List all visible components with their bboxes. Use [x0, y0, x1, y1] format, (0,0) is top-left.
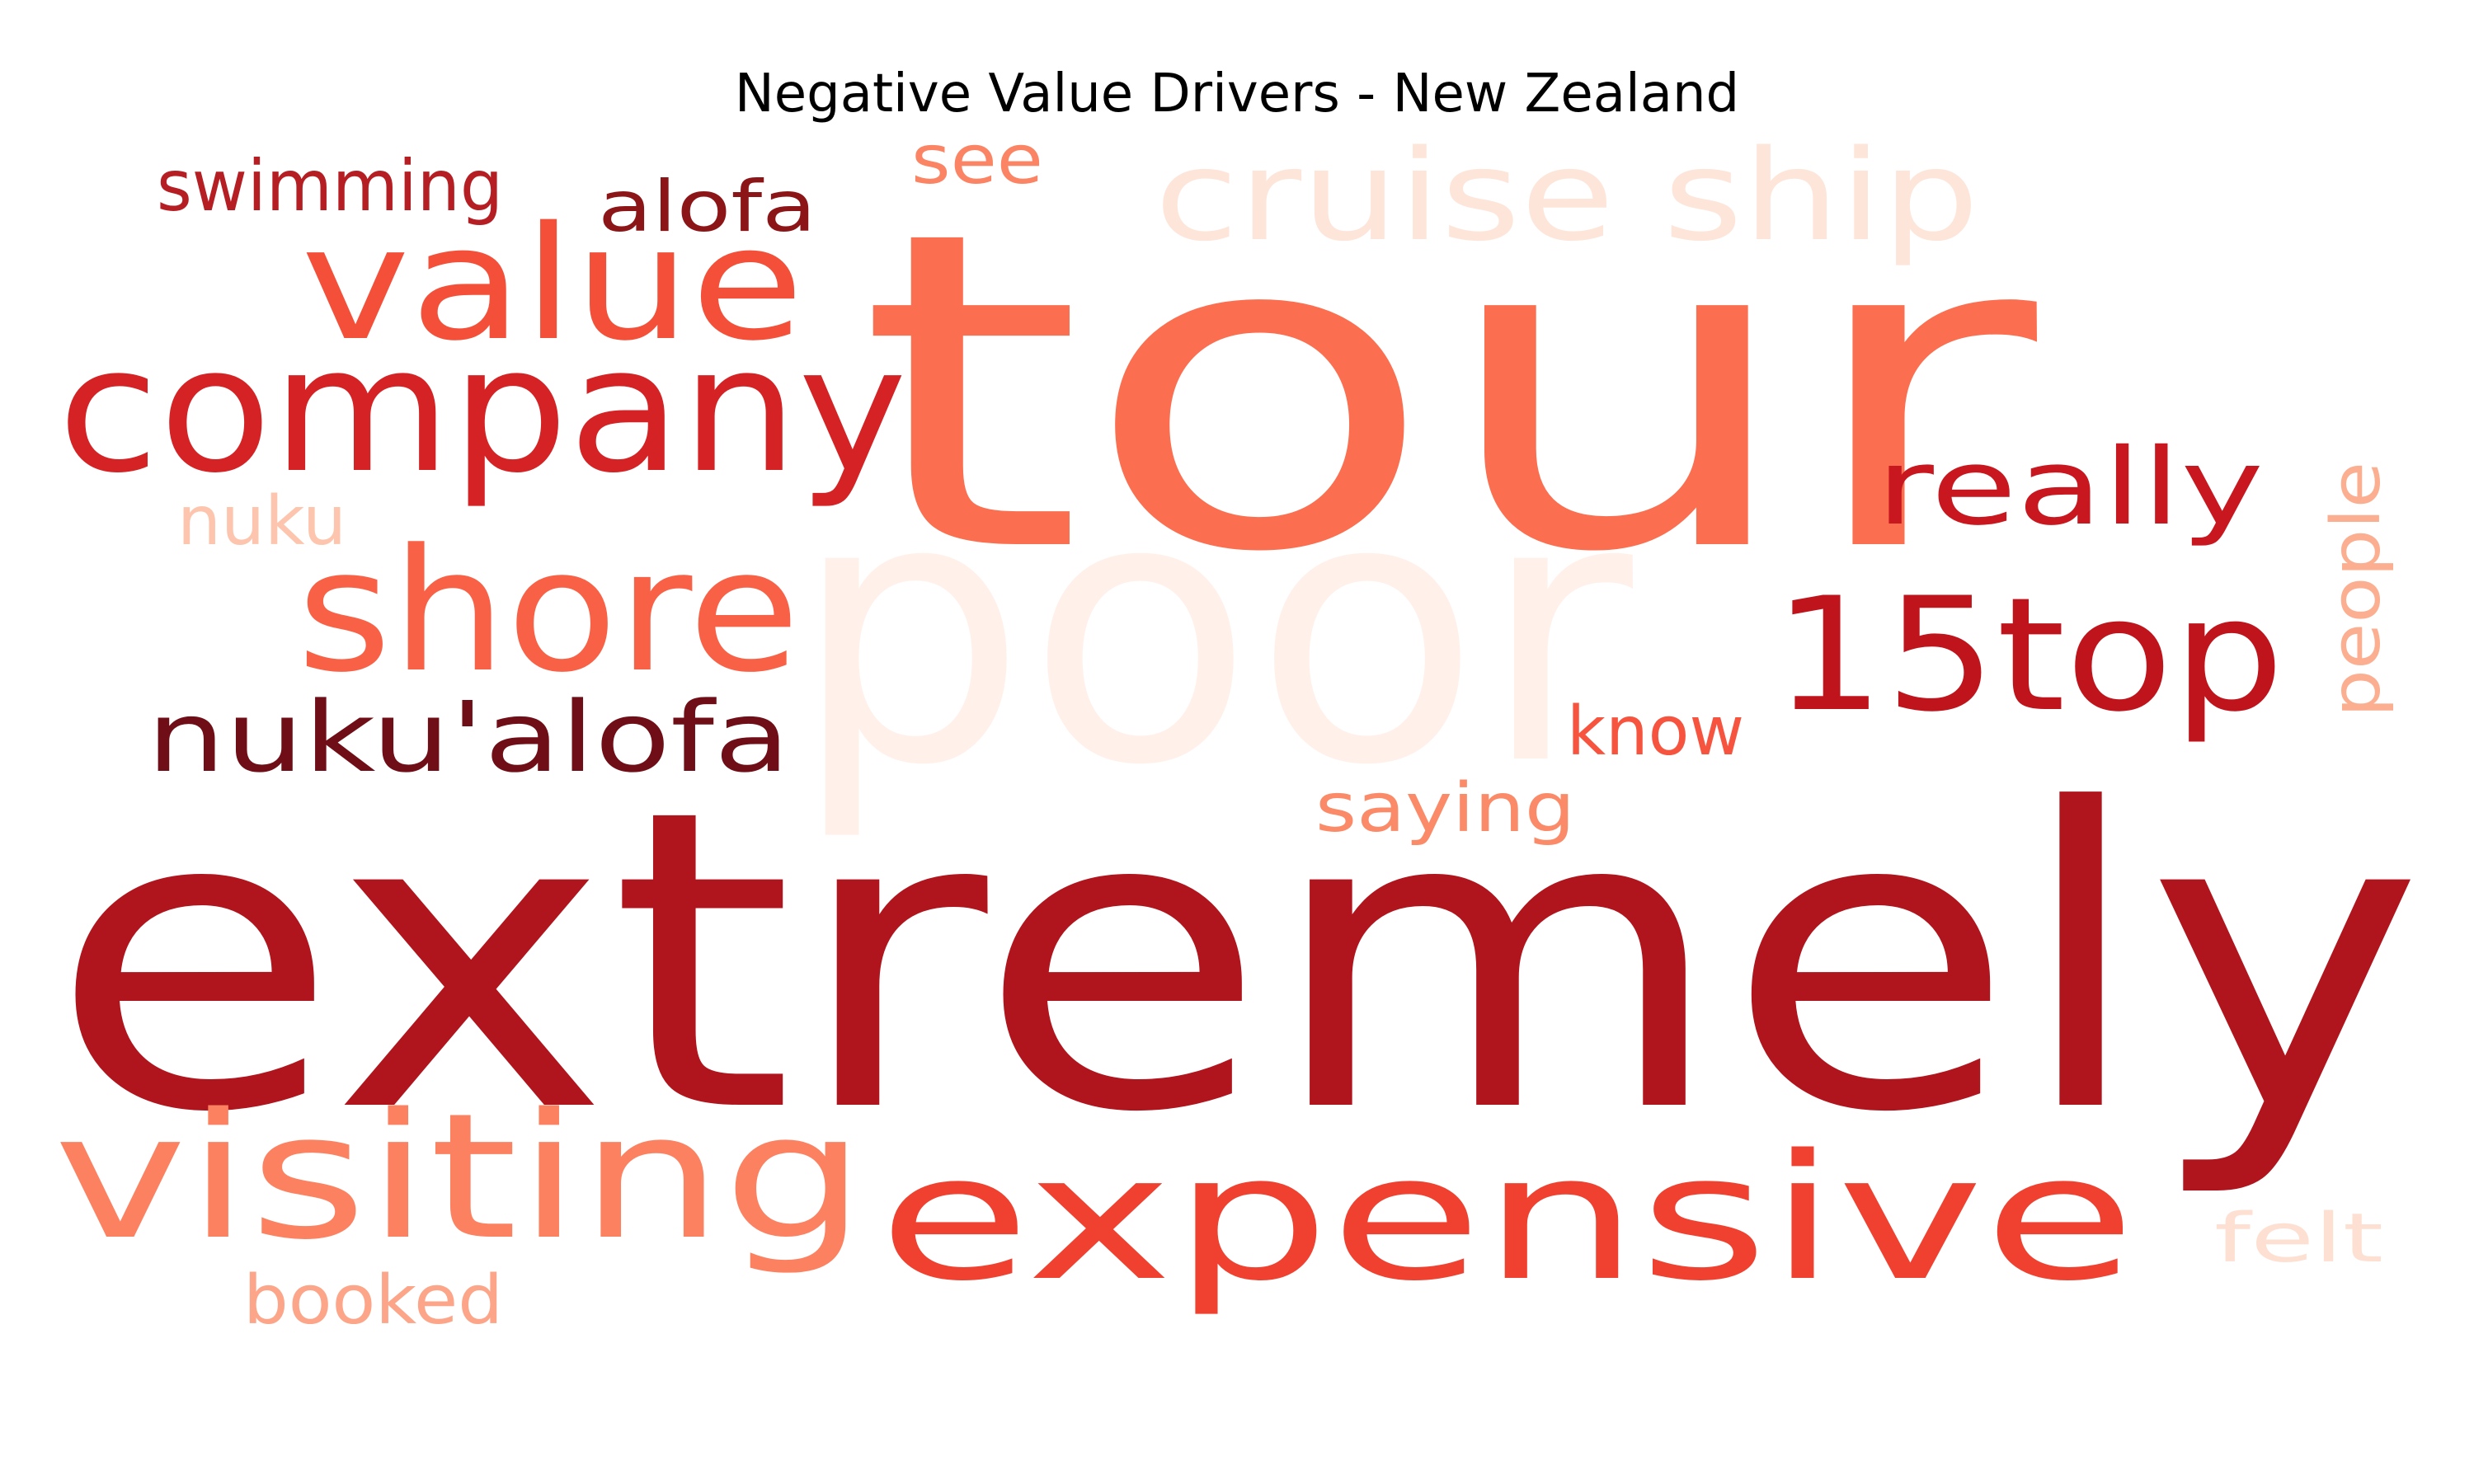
- word-poor: poor: [792, 418, 1637, 845]
- word-really: really: [1876, 426, 2264, 549]
- word-felt: felt: [2214, 1200, 2383, 1278]
- word-expensive: expensive: [878, 1117, 2136, 1319]
- word-know: know: [1567, 693, 1744, 771]
- word-nuku-alofa: nuku'alofa: [147, 680, 790, 794]
- word-saying: saying: [1315, 769, 1575, 848]
- word-see: see: [911, 121, 1043, 200]
- word-swimming: swimming: [157, 145, 503, 228]
- word-cruise-ship: cruise ship: [1155, 123, 1979, 269]
- word-visiting: visiting: [54, 1076, 866, 1278]
- word-tour: tour: [858, 139, 2043, 647]
- chart-title: Negative Value Drivers - New Zealand: [734, 63, 1740, 124]
- word-extremely: extremely: [49, 722, 2425, 1202]
- word-booked: booked: [243, 1261, 503, 1340]
- word-company: company: [58, 309, 907, 511]
- word-value: value: [301, 193, 804, 375]
- word-shore: shore: [297, 514, 800, 710]
- word-15top: 15top: [1773, 564, 2284, 746]
- word-nuku: nuku: [177, 482, 346, 561]
- word-people: people: [2317, 462, 2396, 717]
- word-alofa: alofa: [598, 166, 816, 248]
